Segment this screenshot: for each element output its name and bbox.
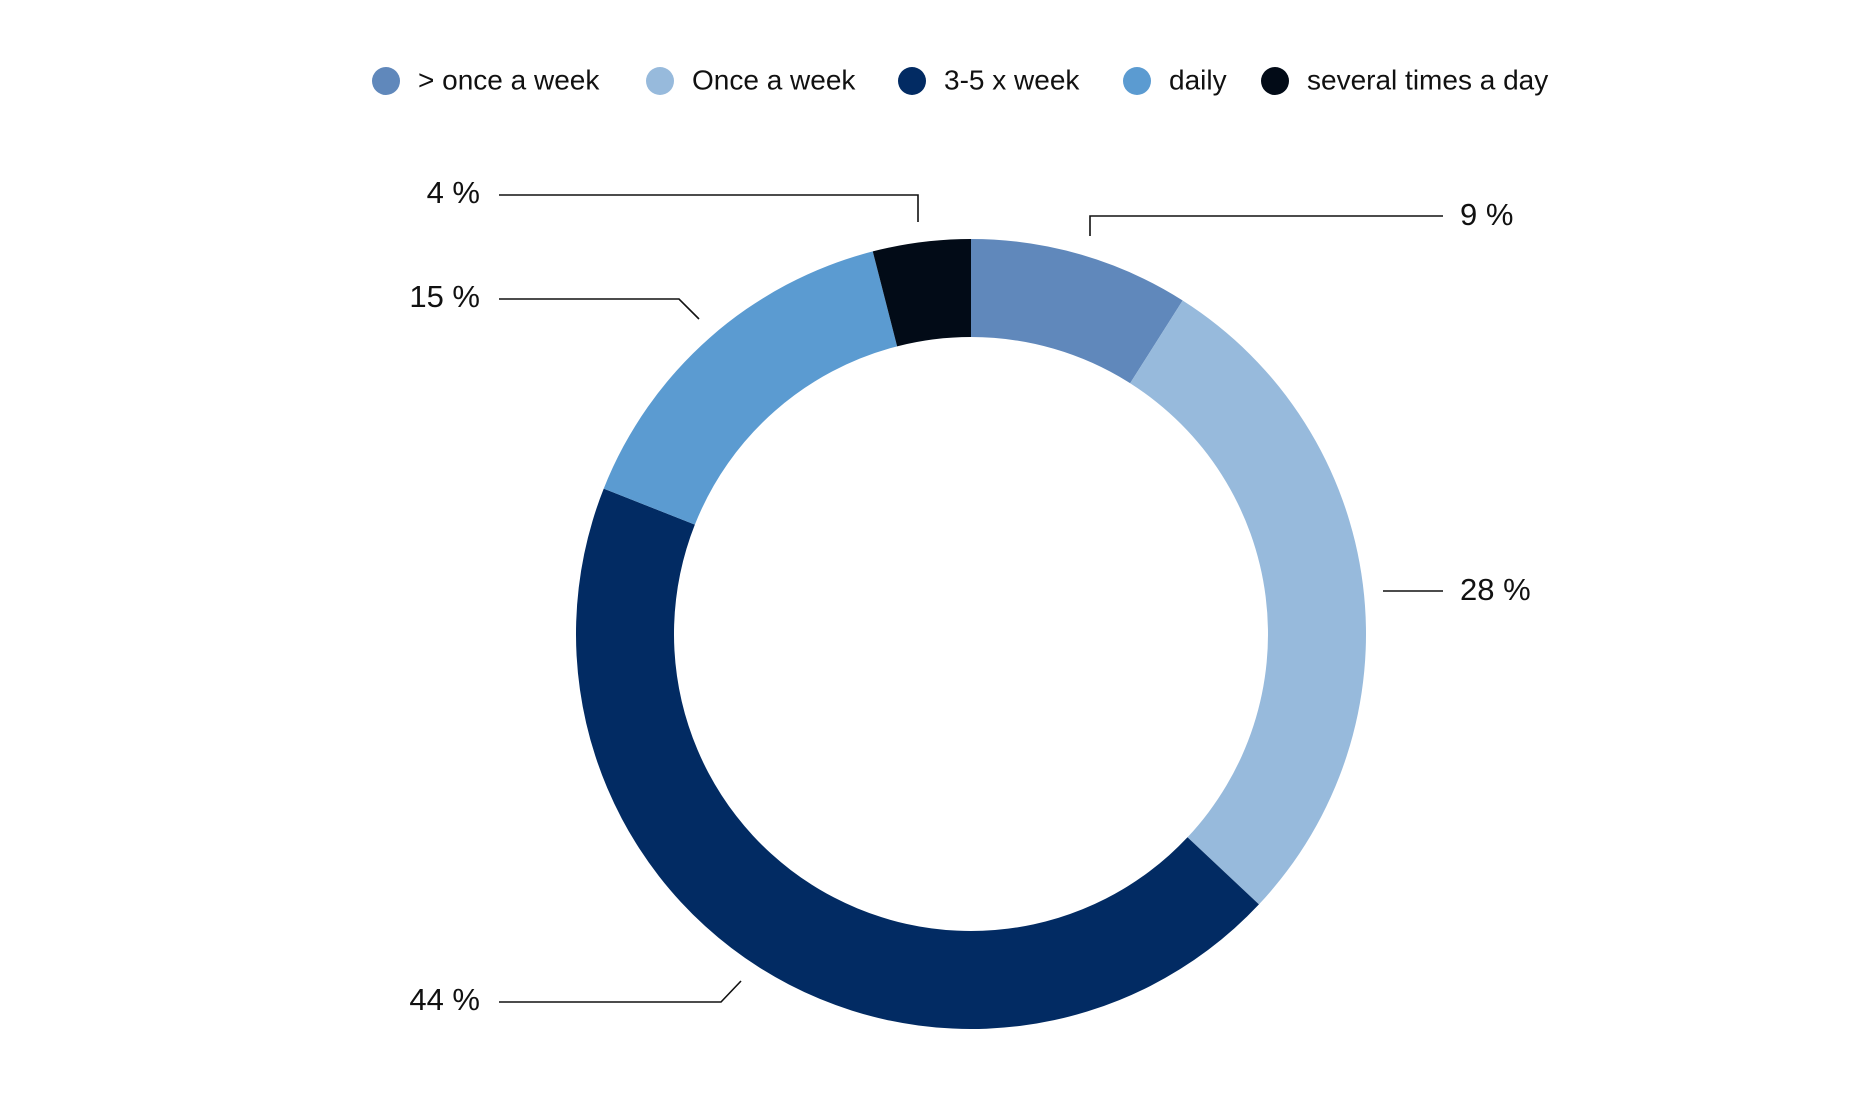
leader-line bbox=[499, 298, 700, 320]
leader-line bbox=[1089, 215, 1443, 236]
legend-marker bbox=[898, 67, 926, 95]
legend-label: 3-5 x week bbox=[944, 64, 1080, 95]
legend-label: > once a week bbox=[418, 64, 600, 95]
legend-marker bbox=[1261, 67, 1289, 95]
data-label: 28 % bbox=[1460, 572, 1531, 607]
legend-label: daily bbox=[1169, 64, 1227, 95]
data-label: 44 % bbox=[409, 982, 480, 1017]
legend-marker bbox=[646, 67, 674, 95]
legend-marker bbox=[1123, 67, 1151, 95]
data-label: 15 % bbox=[409, 279, 480, 314]
slice bbox=[575, 488, 1259, 1029]
leader-line bbox=[499, 194, 919, 222]
legend-label: Once a week bbox=[692, 64, 856, 95]
slice bbox=[872, 239, 971, 347]
slice bbox=[971, 239, 1183, 384]
legend-marker bbox=[372, 67, 400, 95]
leader-line bbox=[499, 980, 742, 1003]
data-label: 4 % bbox=[427, 175, 480, 210]
slice bbox=[1130, 300, 1367, 905]
slice bbox=[603, 251, 898, 525]
data-label: 9 % bbox=[1460, 197, 1513, 232]
legend-label: several times a day bbox=[1307, 64, 1548, 95]
